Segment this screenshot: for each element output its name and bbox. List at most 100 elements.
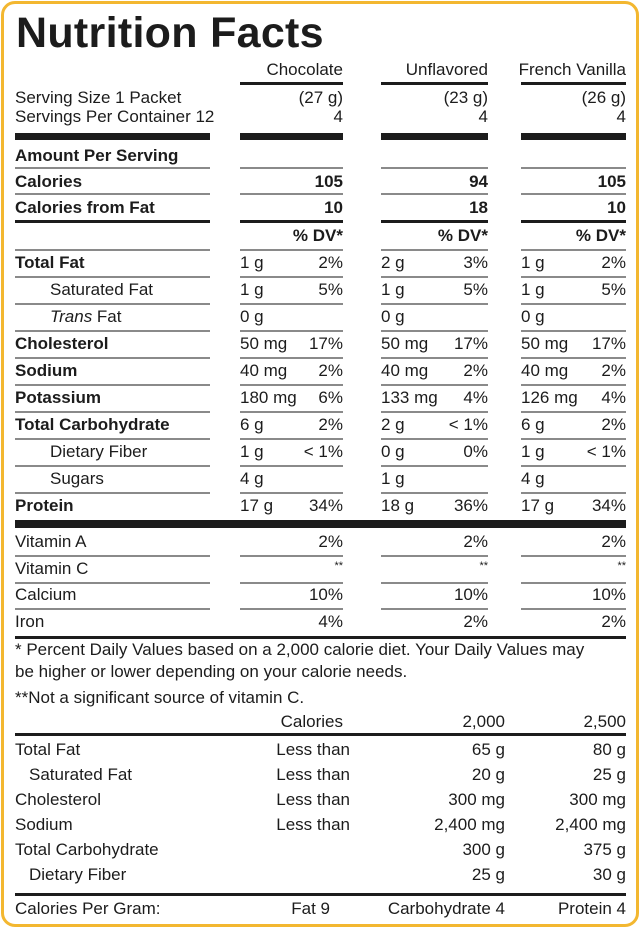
- divider: [521, 608, 626, 611]
- nutrient-dv: 5%: [318, 280, 343, 299]
- divider: [521, 411, 626, 413]
- divider: [240, 167, 343, 169]
- nutrient-label: Cholesterol: [15, 334, 109, 353]
- nutrient-dv: 17%: [591, 334, 626, 353]
- divider: [381, 492, 488, 494]
- nutrient-dv: 2%: [601, 361, 626, 380]
- nutrient-amount: 0 g: [521, 307, 545, 326]
- vitamin-dv: **: [334, 559, 343, 572]
- divider: [240, 133, 343, 140]
- divider: [240, 193, 343, 195]
- calories-per-gram-label: Calories Per Gram:: [15, 899, 161, 918]
- flavor-name: Unflavored: [405, 60, 488, 79]
- divider: [15, 636, 626, 639]
- nutrient-label: Total Carbohydrate: [15, 415, 170, 434]
- nutrient-amount: 4 g: [521, 469, 545, 488]
- nutrient-dv: < 1%: [303, 442, 343, 461]
- divider: [240, 357, 343, 359]
- divider: [381, 276, 488, 278]
- divider: [381, 608, 488, 611]
- vitamin-dv: 10%: [308, 585, 343, 605]
- nutrient-dv: 5%: [601, 280, 626, 299]
- divider: [381, 193, 488, 195]
- divider: [240, 330, 343, 332]
- nutrient-amount: 50 mg: [240, 334, 288, 353]
- vitamin-label: Vitamin A: [15, 532, 87, 551]
- divider: [381, 438, 488, 440]
- thick-divider: [15, 520, 626, 528]
- nutrient-amount: 2 g: [381, 253, 405, 272]
- divider: [521, 276, 626, 278]
- vitamin-dv: 10%: [453, 585, 488, 605]
- dv-header: % DV*: [575, 226, 626, 245]
- ref-2000: 20 g: [471, 765, 505, 784]
- nutrient-amount: 18 g: [381, 496, 415, 515]
- footnote: * Percent Daily Values based on a 2,000 …: [15, 640, 585, 659]
- nutrient-amount: 6 g: [240, 415, 264, 434]
- calories-label: Calories: [15, 172, 83, 191]
- vitamin-dv: 2%: [463, 532, 488, 551]
- nutrient-amount: 40 mg: [521, 361, 569, 380]
- calories-value: 105: [597, 172, 626, 191]
- nutrient-amount: 0 g: [240, 307, 264, 326]
- dv-header: % DV*: [292, 226, 343, 245]
- divider: [521, 167, 626, 169]
- nutrient-dv: < 1%: [586, 442, 626, 461]
- vitamin-label: Iron: [15, 612, 45, 632]
- divider: [15, 893, 626, 896]
- nutrient-amount: 1 g: [240, 253, 264, 272]
- divider: [15, 276, 210, 278]
- ref-label: Total Fat: [15, 740, 81, 759]
- ref-label: Saturated Fat: [29, 765, 133, 784]
- ref-2500: 80 g: [592, 740, 626, 759]
- divider: [240, 608, 343, 611]
- nutrient-dv: 4%: [463, 388, 488, 407]
- vitamin-dv: 2%: [601, 612, 626, 632]
- divider: [15, 357, 210, 359]
- calories-value: 94: [469, 172, 488, 191]
- serving-size: (23 g): [443, 88, 488, 107]
- vitamin-dv: 2%: [318, 532, 343, 551]
- ref-qualifier: Less than: [276, 740, 350, 759]
- divider: [15, 167, 210, 169]
- divider: [521, 492, 626, 494]
- servings-label: Servings Per Container 12: [15, 107, 215, 126]
- nutrient-dv: 2%: [318, 361, 343, 380]
- ref-2000: 300 mg: [448, 790, 505, 809]
- nutrient-amount: 40 mg: [240, 361, 288, 380]
- ref-2500: 2,400 mg: [555, 815, 626, 834]
- vitamin-dv: 10%: [591, 585, 626, 605]
- vitamin-dv: 4%: [318, 612, 343, 632]
- divider: [381, 384, 488, 386]
- nutrient-dv: 2%: [318, 415, 343, 434]
- ref-header-calories: Calories: [280, 712, 343, 731]
- divider: [381, 133, 488, 140]
- nutrient-amount: 0 g: [381, 442, 405, 461]
- divider: [521, 330, 626, 332]
- divider: [15, 492, 210, 494]
- divider: [240, 384, 343, 386]
- nutrient-dv: 2%: [463, 361, 488, 380]
- divider: [521, 220, 626, 223]
- servings-per-container: 4: [478, 107, 488, 126]
- divider: [240, 465, 343, 467]
- nutrient-amount: 17 g: [240, 496, 274, 515]
- nutrient-label: Saturated Fat: [50, 280, 154, 299]
- nutrient-amount: 4 g: [240, 469, 264, 488]
- divider: [240, 411, 343, 413]
- divider: [15, 465, 210, 467]
- divider: [240, 581, 343, 584]
- flavor-name: Chocolate: [266, 60, 343, 79]
- nutrient-amount: 1 g: [381, 469, 405, 488]
- divider: [240, 492, 343, 494]
- nutrient-label: Protein: [15, 496, 74, 515]
- divider: [521, 193, 626, 195]
- divider: [240, 438, 343, 440]
- nutrient-amount: 2 g: [381, 415, 405, 434]
- divider: [521, 133, 626, 140]
- divider: [521, 303, 626, 305]
- divider: [15, 330, 210, 332]
- nutrient-amount: 1 g: [521, 280, 545, 299]
